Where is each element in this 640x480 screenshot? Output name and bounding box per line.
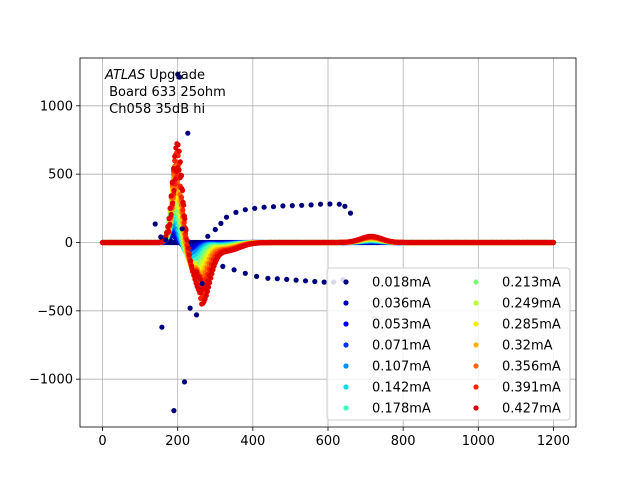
data-points: [99, 71, 557, 414]
